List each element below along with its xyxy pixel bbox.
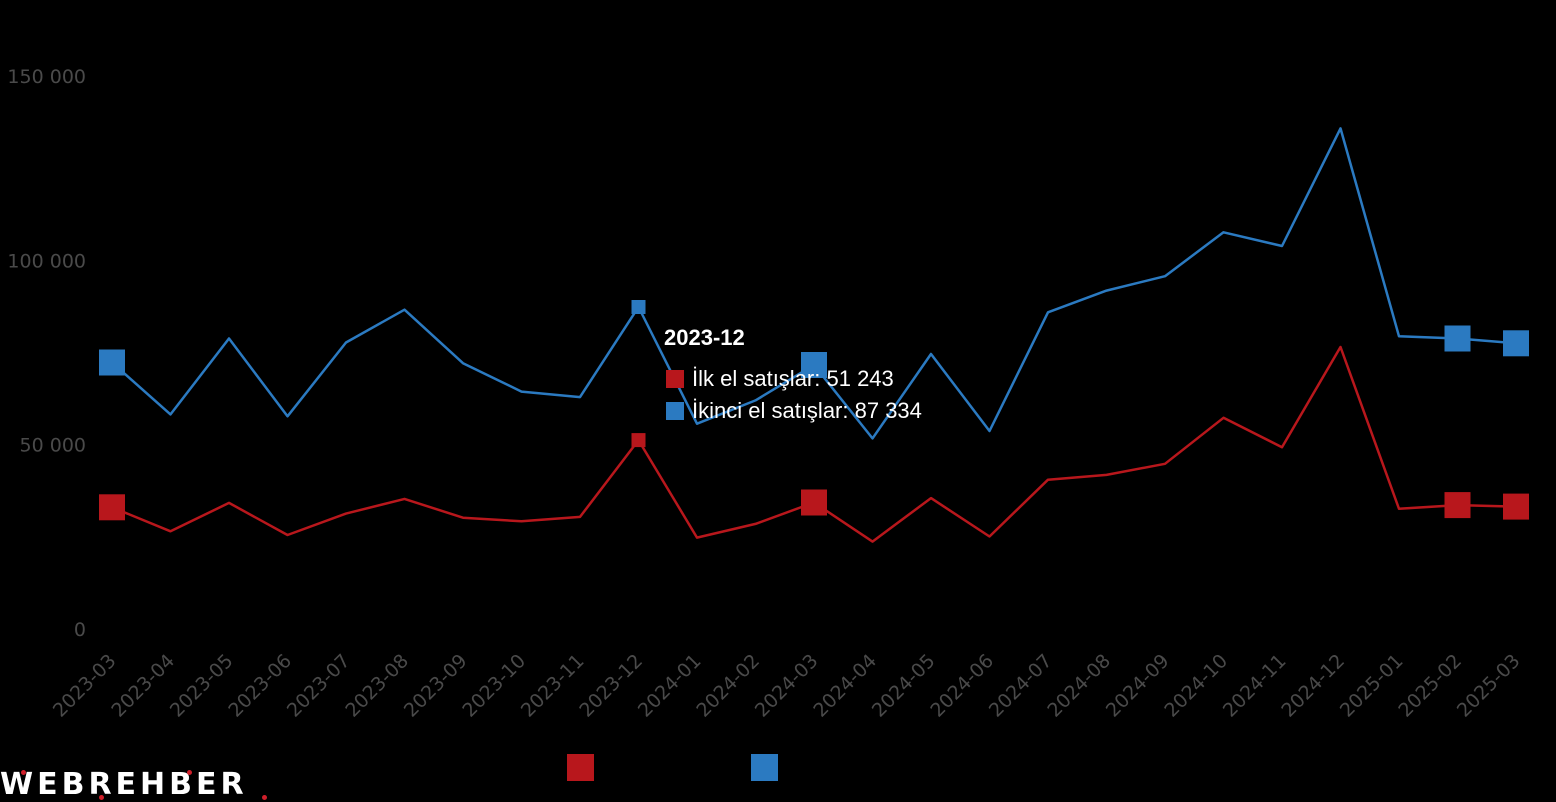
logo-accent-dot [187, 770, 192, 775]
y-axis: 0 50 000 100 000 150 000 [7, 66, 86, 641]
tooltip-title: 2023-12 [664, 325, 745, 350]
x-tick-label: 2023-08 [341, 650, 413, 722]
legend-swatch-ilk-el [567, 754, 594, 781]
data-point-marker[interactable] [631, 433, 646, 448]
series-layer [99, 127, 1529, 543]
data-point-marker[interactable] [801, 489, 827, 516]
legend-item-ikinci-el[interactable]: İkinci el satışlar [751, 754, 951, 782]
series-ilk-el [99, 345, 1529, 543]
y-tick-label: 50 000 [20, 435, 86, 457]
data-point-marker[interactable] [99, 349, 125, 376]
x-tick-label: 2023-04 [107, 650, 179, 722]
x-tick-label: 2024-10 [1160, 650, 1232, 722]
x-tick-label: 2023-12 [575, 650, 647, 722]
series-ikinci-el [99, 127, 1529, 440]
x-tick-label: 2023-07 [283, 650, 355, 722]
data-point-marker[interactable] [631, 300, 646, 314]
legend-swatch-ikinci-el [751, 754, 778, 781]
logo-accent-dot [99, 795, 104, 800]
x-tick-label: 2025-02 [1394, 650, 1466, 722]
tooltip-swatch-ilk-el [666, 370, 684, 388]
tooltip-row-ikinci-el: İkinci el satışlar: 87 334 [666, 398, 922, 424]
legend-item-ilk-el[interactable]: İlk el satışlar [567, 754, 767, 782]
x-axis: 2023-032023-042023-052023-062023-072023-… [49, 650, 1525, 722]
x-tick-label: 2024-06 [926, 650, 998, 722]
data-point-marker[interactable] [1444, 325, 1471, 352]
logo-accent-dot [262, 795, 267, 800]
x-tick-label: 2024-07 [985, 650, 1057, 722]
x-tick-label: 2024-08 [1043, 650, 1115, 722]
x-tick-label: 2024-05 [868, 650, 940, 722]
x-tick-label: 2024-11 [1219, 650, 1291, 722]
x-tick-label: 2023-11 [517, 650, 589, 722]
x-tick-label: 2024-03 [751, 650, 823, 722]
x-tick-label: 2023-09 [400, 650, 472, 722]
y-tick-label: 150 000 [7, 66, 86, 88]
x-tick-label: 2023-06 [224, 650, 296, 722]
data-point-marker[interactable] [1503, 493, 1529, 520]
x-tick-label: 2025-03 [1453, 650, 1525, 722]
logo-text: WEBREHBER [0, 767, 248, 802]
x-tick-label: 2024-01 [634, 650, 706, 722]
logo-accent-dot [21, 770, 26, 775]
y-tick-label: 0 [74, 619, 86, 641]
data-point-marker[interactable] [1444, 492, 1471, 519]
x-tick-label: 2024-09 [1102, 650, 1174, 722]
x-tick-label: 2023-03 [49, 650, 121, 722]
tooltip: 2023-12 İlk el satışlar: 51 243 İkinci e… [652, 318, 952, 428]
tooltip-row-text: İlk el satışlar: 51 243 [692, 366, 894, 391]
legend-label: İkinci el satışlar [787, 757, 917, 778]
data-point-marker[interactable] [801, 352, 827, 378]
tooltip-swatch-ikinci-el [666, 402, 684, 420]
data-point-marker[interactable] [99, 494, 125, 521]
tooltip-row-text: İkinci el satışlar: 87 334 [692, 398, 922, 423]
x-tick-label: 2023-05 [166, 650, 238, 722]
x-tick-label: 2024-02 [692, 650, 764, 722]
legend-label: İlk el satışlar [603, 757, 709, 778]
webrehber-logo: WEBREHBER [0, 770, 272, 800]
x-tick-label: 2025-01 [1336, 650, 1408, 722]
tooltip-row-ilk-el: İlk el satışlar: 51 243 [666, 366, 894, 392]
x-tick-label: 2024-12 [1277, 650, 1349, 722]
y-tick-label: 100 000 [7, 250, 86, 272]
x-tick-label: 2023-10 [458, 650, 530, 722]
data-point-marker[interactable] [1503, 330, 1529, 357]
x-tick-label: 2024-04 [809, 650, 881, 722]
